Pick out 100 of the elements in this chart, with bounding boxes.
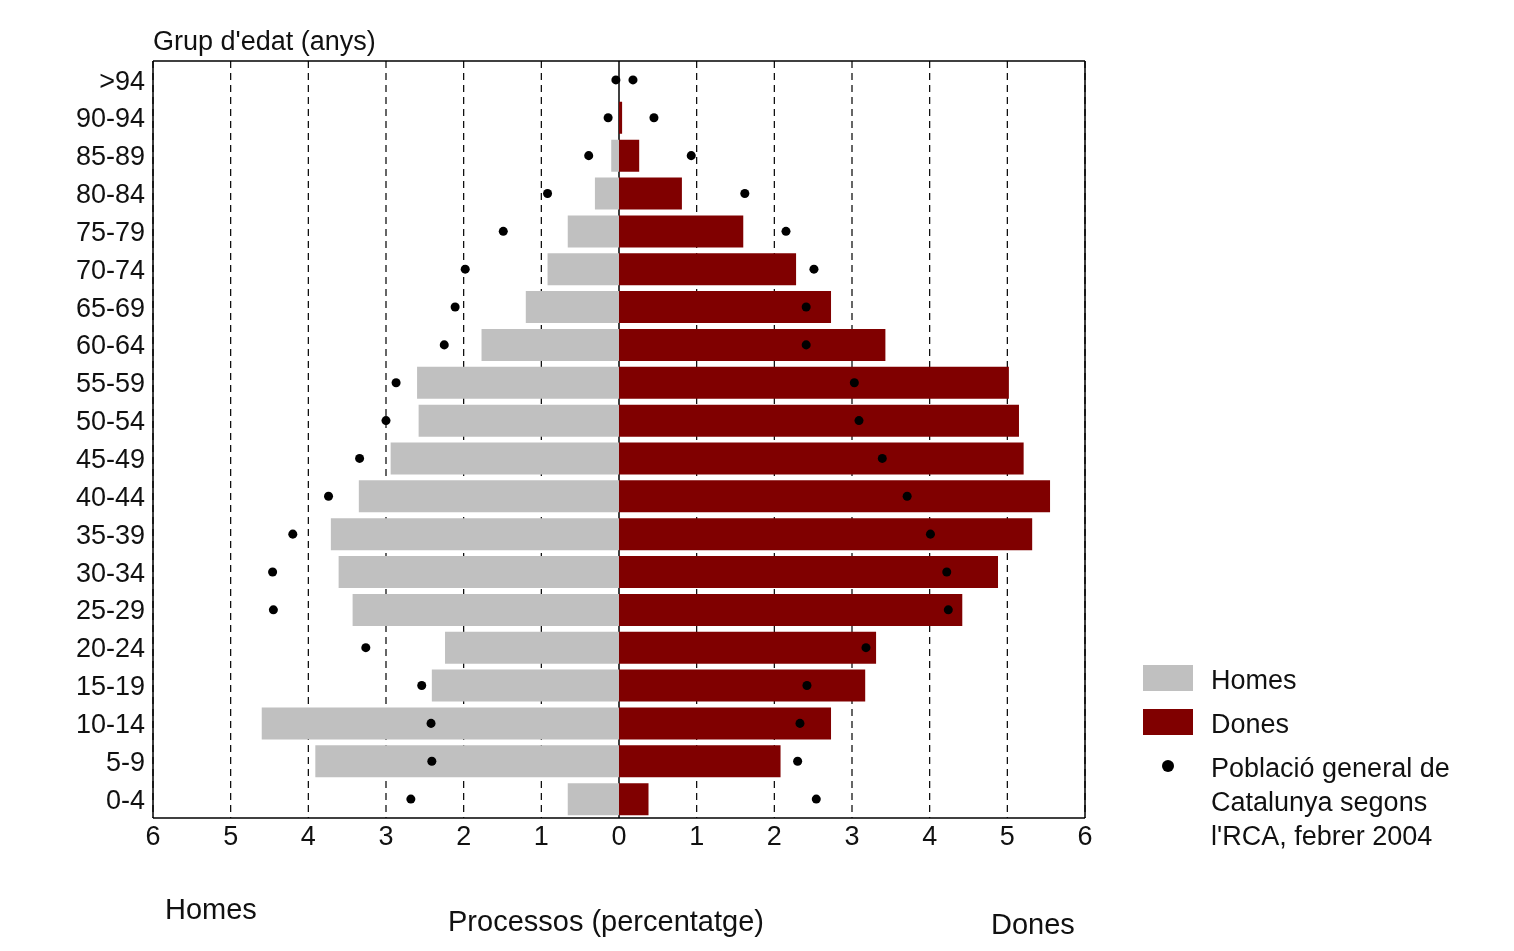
- point: [450, 302, 460, 312]
- bar: [619, 291, 832, 324]
- bar: [619, 328, 886, 361]
- y-tick-label: 85-89: [75, 141, 145, 172]
- point: [324, 491, 334, 501]
- point: [902, 491, 912, 501]
- bar: [358, 480, 619, 513]
- bar: [619, 669, 866, 702]
- bar: [619, 215, 744, 248]
- point: [781, 226, 791, 236]
- point: [406, 794, 416, 804]
- point: [877, 453, 887, 463]
- x-tick-label: 4: [300, 821, 316, 852]
- bar: [390, 442, 619, 475]
- bar: [315, 745, 619, 778]
- y-tick-label: 75-79: [75, 216, 145, 247]
- bar: [619, 745, 781, 778]
- bar: [619, 593, 963, 626]
- bar: [619, 631, 877, 664]
- x-tick-label: 5: [223, 821, 239, 852]
- bar: [619, 101, 623, 134]
- point: [802, 681, 812, 691]
- point: [849, 378, 859, 388]
- bar: [567, 783, 619, 816]
- point: [268, 605, 278, 615]
- bar: [619, 404, 1019, 437]
- point: [584, 151, 594, 161]
- y-tick-label: 60-64: [75, 330, 145, 361]
- point: [498, 226, 508, 236]
- y-tick-label: 25-29: [75, 595, 145, 626]
- y-tick-label: 40-44: [75, 481, 145, 512]
- point: [426, 718, 436, 728]
- point: [925, 529, 935, 539]
- x-tick-label: 1: [689, 821, 705, 852]
- point: [268, 567, 278, 577]
- bar: [445, 631, 619, 664]
- y-tick-label: 70-74: [75, 254, 145, 285]
- x-tick-label: 3: [378, 821, 394, 852]
- point: [686, 151, 696, 161]
- x-tick-label: 2: [766, 821, 782, 852]
- x-tick-label: 2: [456, 821, 472, 852]
- point: [355, 453, 365, 463]
- point: [417, 681, 427, 691]
- bar: [567, 215, 619, 248]
- y-tick-label: >94: [99, 65, 145, 96]
- point: [439, 340, 449, 350]
- point: [801, 340, 811, 350]
- bar: [338, 556, 619, 589]
- text: Homes: [165, 893, 257, 926]
- point: [801, 302, 811, 312]
- bar: [594, 177, 619, 210]
- x-axis-title: Processos (percentatge): [448, 905, 764, 938]
- point: [611, 75, 621, 85]
- point: [361, 643, 371, 653]
- y-tick-label: 50-54: [75, 406, 145, 437]
- point: [391, 378, 401, 388]
- point: [793, 756, 803, 766]
- bar: [352, 593, 619, 626]
- y-tick-label: 30-34: [75, 557, 145, 588]
- point: [811, 794, 821, 804]
- legend-label: Dones: [1211, 708, 1290, 741]
- x-tick-label: 6: [1077, 821, 1093, 852]
- bar: [619, 253, 797, 286]
- point: [740, 188, 750, 198]
- bar: [619, 366, 1009, 399]
- point: [649, 113, 659, 123]
- point: [288, 529, 298, 539]
- bar: [619, 556, 999, 589]
- bar: [619, 480, 1051, 513]
- bar: [619, 518, 1033, 551]
- y-tick-label: 90-94: [75, 103, 145, 134]
- point: [543, 188, 553, 198]
- legend-label: Homes: [1211, 664, 1297, 697]
- bar: [481, 328, 619, 361]
- bar: [619, 707, 832, 740]
- bar: [525, 291, 619, 324]
- y-tick-label: 35-39: [75, 519, 145, 550]
- legend-label: Població general de Catalunya segons l'RCA, febrer 2004: [1211, 752, 1451, 853]
- y-tick-label: 80-84: [75, 179, 145, 210]
- bar: [431, 669, 619, 702]
- point: [427, 756, 437, 766]
- point: [942, 567, 952, 577]
- point: [460, 264, 470, 274]
- y-tick-label: 15-19: [75, 671, 145, 702]
- y-tick-label: 5-9: [105, 746, 145, 777]
- y-tick-label: 0-4: [105, 784, 145, 815]
- point: [603, 113, 613, 123]
- point: [809, 264, 819, 274]
- bar: [611, 139, 619, 172]
- y-tick-label: 65-69: [75, 292, 145, 323]
- y-tick-label: 10-14: [75, 708, 145, 739]
- x-tick-label: 6: [145, 821, 161, 852]
- bar: [619, 783, 649, 816]
- x-tick-label: 1: [533, 821, 549, 852]
- point: [854, 416, 864, 426]
- y-tick-label: 45-49: [75, 444, 145, 475]
- bar: [619, 442, 1024, 475]
- point: [795, 718, 805, 728]
- bar: [330, 518, 619, 551]
- point: [381, 416, 391, 426]
